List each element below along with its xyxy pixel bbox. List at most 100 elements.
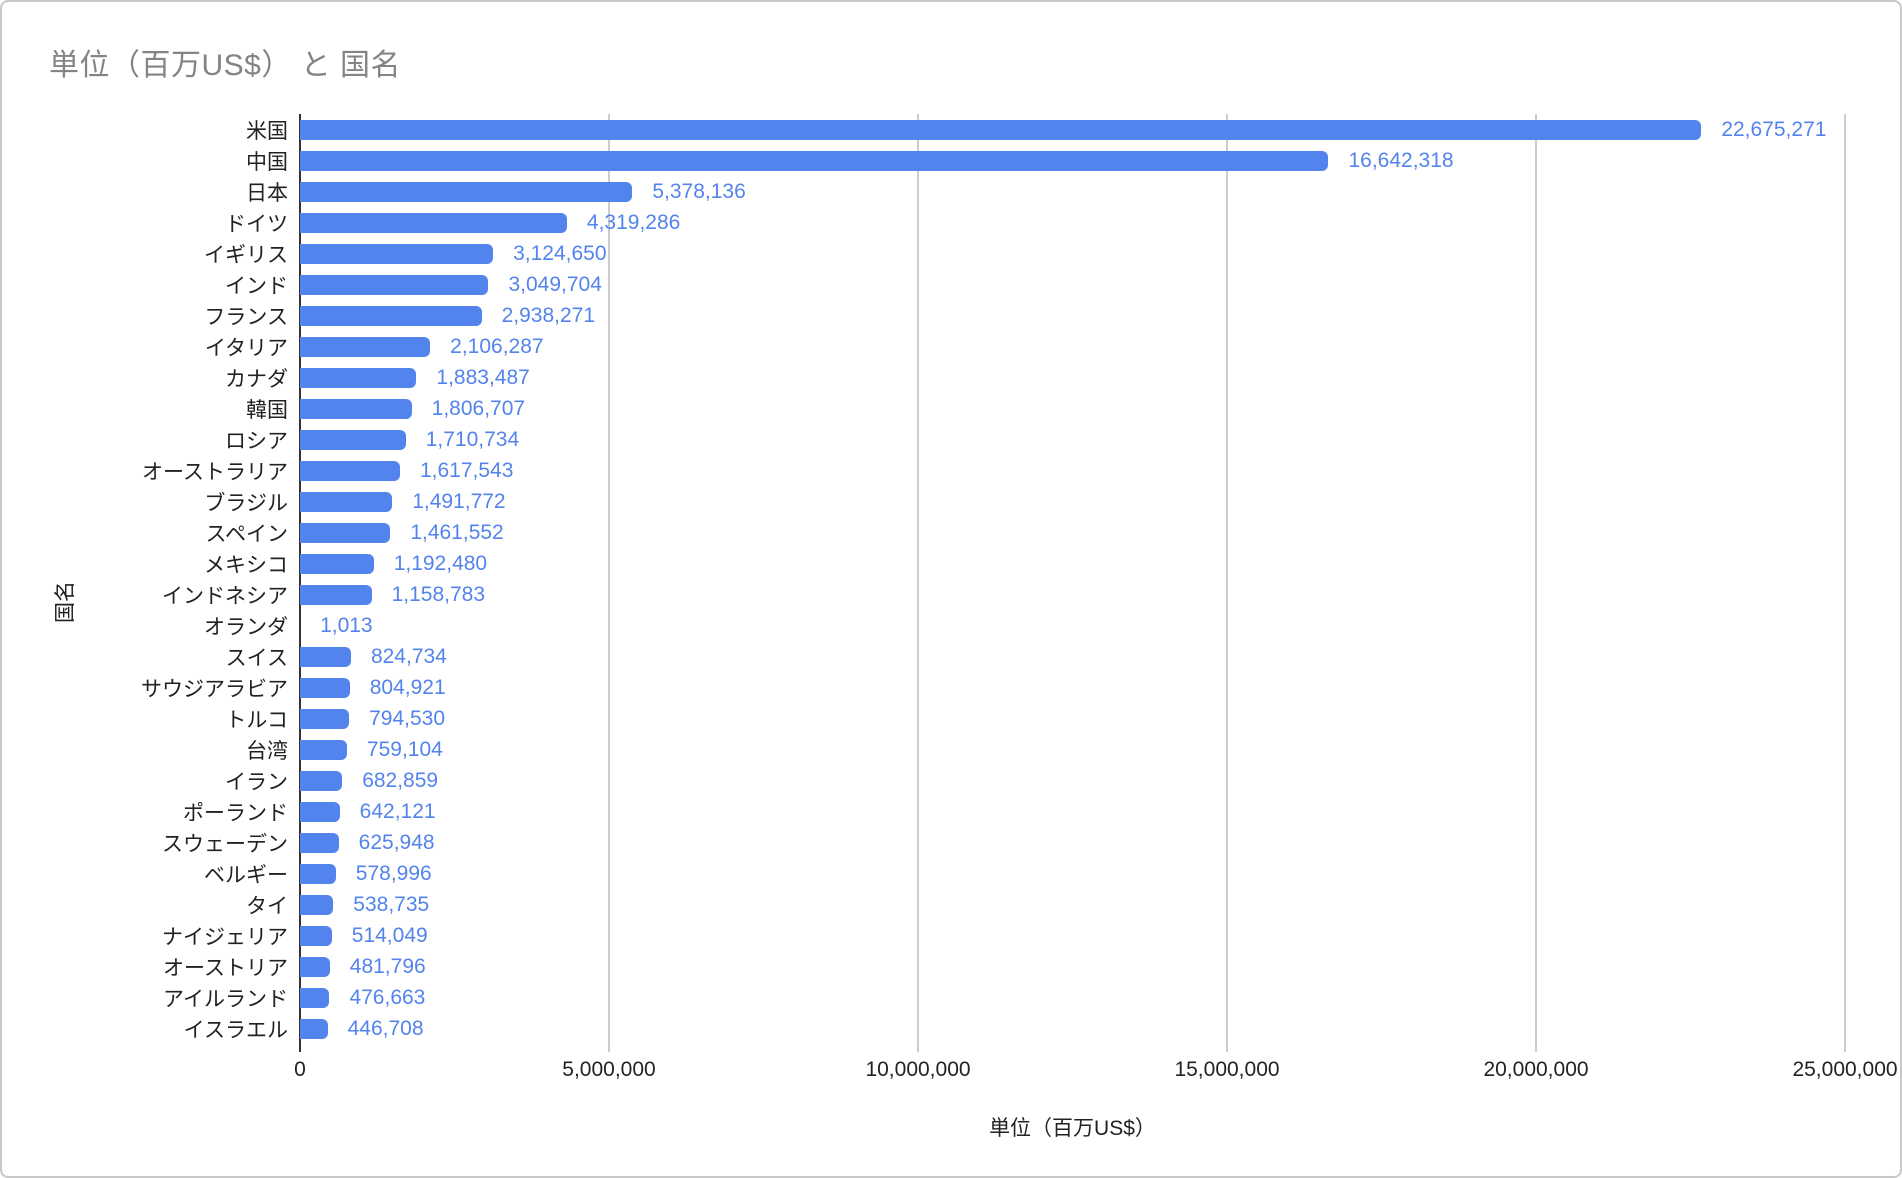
gridline: [608, 114, 610, 1052]
x-axis-tick-label: 20,000,000: [1483, 1058, 1589, 1081]
category-label: メキシコ: [204, 553, 288, 577]
value-label: 22,675,271: [1721, 117, 1827, 141]
bar: [300, 212, 567, 233]
bar-row: 3,049,704: [300, 269, 1845, 300]
category-label: タイ: [246, 894, 288, 918]
bar: [300, 987, 330, 1008]
bar-row: 1,806,707: [300, 393, 1845, 424]
x-axis-title: 単位（百万US$）: [989, 1117, 1156, 1140]
gridline: [1535, 114, 1537, 1052]
bar: [300, 863, 336, 884]
bar: [300, 801, 340, 822]
bar: [300, 119, 1702, 140]
bar: [300, 305, 482, 326]
bar: [300, 150, 1329, 171]
value-label: 1,617,543: [419, 458, 514, 482]
bar-row: 514,049: [300, 920, 1845, 951]
category-axis-labels: 米国 中国 日本 ドイツ イギリス インド フランス イタリア カナダ 韓国 ロシア オーストラリアブ…: [2, 114, 288, 1044]
y-axis-baseline: [299, 114, 301, 1052]
category-label: イタリア: [204, 336, 288, 360]
bar-row: 1,192,480: [300, 548, 1845, 579]
category-label: 台湾: [246, 739, 288, 763]
bar: [300, 646, 351, 667]
bar: [300, 894, 334, 915]
value-label: 1,461,552: [410, 520, 504, 544]
value-label: 3,049,704: [508, 272, 602, 296]
value-label: 578,996: [355, 861, 432, 885]
bar: [300, 398, 412, 419]
value-label: 642,121: [359, 799, 436, 823]
value-label: 538,735: [353, 892, 430, 916]
category-label: オーストリア: [163, 956, 288, 980]
category-label: イスラエル: [183, 1018, 288, 1042]
value-label: 1,158,783: [391, 582, 486, 606]
bar: [300, 429, 406, 450]
x-axis-tick-label: 25,000,000: [1792, 1058, 1898, 1081]
category-label: 中国: [246, 150, 288, 174]
bar: [300, 243, 494, 264]
bar-row: 4,319,286: [300, 207, 1845, 238]
category-label: イラン: [225, 770, 288, 794]
bar-row: 16,642,318: [300, 145, 1845, 176]
category-label: スイス: [225, 646, 288, 670]
value-label: 1,806,707: [431, 396, 526, 420]
x-axis-tick-label: 5,000,000: [562, 1058, 656, 1081]
bar-row: 1,158,783: [300, 579, 1845, 610]
category-label: ポーランド: [183, 801, 288, 825]
bar-row: 578,996: [300, 858, 1845, 889]
category-label: 日本: [246, 181, 288, 205]
bar: [300, 584, 372, 605]
chart-title: 単位（百万US$） と 国名: [49, 49, 402, 82]
bar-row: 2,106,287: [300, 331, 1845, 362]
bar: [300, 1018, 328, 1039]
category-label: フランス: [204, 305, 288, 329]
value-label: 3,124,650: [513, 241, 607, 265]
category-label: サウジアラビア: [141, 677, 288, 701]
category-label: オーストラリア: [142, 460, 288, 484]
category-label: スペイン: [205, 522, 288, 546]
value-label: 804,921: [369, 675, 446, 699]
category-label: オランダ: [204, 615, 288, 639]
bar: [300, 956, 330, 977]
bar: [300, 274, 489, 295]
value-label: 514,049: [351, 923, 428, 947]
x-axis-tick-label: 10,000,000: [865, 1058, 971, 1081]
value-label: 446,708: [347, 1016, 424, 1040]
category-label: トルコ: [225, 708, 288, 732]
bar: [300, 677, 350, 698]
bar-row: 759,104: [300, 734, 1845, 765]
bar: [300, 491, 393, 512]
category-label: ブラジル: [204, 491, 288, 515]
value-label: 824,734: [370, 644, 447, 668]
bar: [300, 739, 347, 760]
bar-row: 794,530: [300, 703, 1845, 734]
x-axis-tick-label: 0: [294, 1058, 306, 1081]
gridline: [1226, 114, 1228, 1052]
bar-row: 446,708: [300, 1013, 1845, 1044]
plot-area: 22,675,271 16,642,318 5,378,136 4,319,286 3,…: [299, 114, 1846, 1052]
bar: [300, 708, 350, 729]
bar-row: 804,921: [300, 672, 1845, 703]
category-label: スウェーデン: [162, 832, 288, 856]
bar-row: 1,883,487: [300, 362, 1845, 393]
value-label: 2,106,287: [450, 334, 544, 358]
value-label: 794,530: [369, 706, 446, 730]
gridline: [917, 114, 919, 1052]
value-label: 476,663: [349, 985, 426, 1009]
bar-row: 625,948: [300, 827, 1845, 858]
bar-row: 3,124,650: [300, 238, 1845, 269]
category-label: ナイジェリア: [162, 925, 288, 949]
bar-row: 22,675,271: [300, 114, 1845, 145]
bar: [300, 770, 343, 791]
category-label: ベルギー: [204, 863, 288, 887]
value-label: 682,859: [362, 768, 439, 792]
value-label: 625,948: [358, 830, 435, 854]
bar: [300, 553, 374, 574]
bar-row: 1,491,772: [300, 486, 1845, 517]
bar-row: 824,734: [300, 641, 1845, 672]
value-label: 1,491,772: [412, 489, 506, 513]
bar-row: 481,796: [300, 951, 1845, 982]
bar: [300, 522, 391, 543]
bar-row: 538,735: [300, 889, 1845, 920]
